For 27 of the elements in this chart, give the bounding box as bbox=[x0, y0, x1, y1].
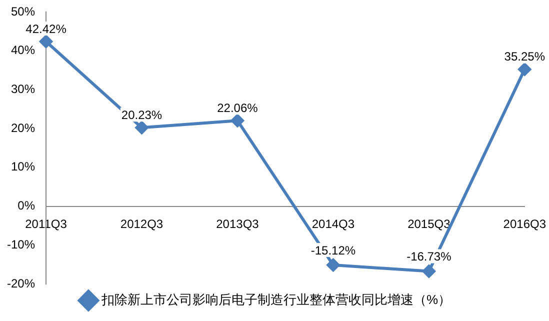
point bbox=[518, 62, 532, 76]
y-tick-label: 10% bbox=[10, 160, 36, 174]
y-tick-label: -10% bbox=[7, 237, 36, 252]
x-tick-label: 2013Q3 bbox=[216, 216, 260, 231]
point bbox=[40, 34, 53, 48]
y-tick-label: -20% bbox=[7, 276, 36, 290]
point bbox=[422, 264, 436, 278]
legend-label: 扣除新上市公司影响后电子制造行业整体营收同比增速（%） bbox=[100, 292, 452, 308]
y-tick-label: 0% bbox=[18, 198, 36, 213]
x-tick-label: 2014Q3 bbox=[312, 216, 355, 231]
x-tick-label: 2011Q3 bbox=[25, 216, 68, 231]
y-tick-label: 20% bbox=[10, 120, 36, 135]
y-tick-label: 30% bbox=[10, 82, 36, 96]
x-tick-label: 2015Q3 bbox=[408, 216, 451, 231]
data-label: -16.73% bbox=[406, 250, 452, 264]
y-tick-label: 50% bbox=[10, 4, 36, 18]
x-tick-label: 2012Q3 bbox=[120, 216, 164, 231]
y-tick-label: 40% bbox=[10, 43, 36, 58]
point bbox=[135, 121, 148, 134]
data-label: 35.25% bbox=[504, 50, 546, 64]
data-label: 20.23% bbox=[121, 108, 162, 122]
point bbox=[326, 258, 340, 272]
point bbox=[230, 114, 244, 128]
x-tick-label: 2016Q3 bbox=[503, 216, 546, 231]
data-label: 22.06% bbox=[217, 100, 258, 115]
data-label: -15.12% bbox=[310, 243, 356, 258]
data-label: 42.42% bbox=[26, 22, 67, 36]
